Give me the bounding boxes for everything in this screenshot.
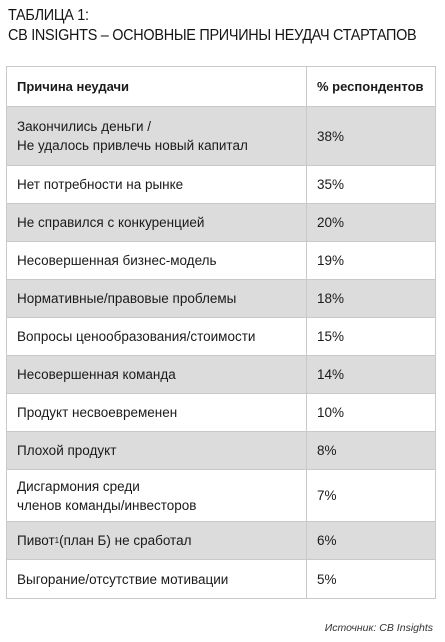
reason-cell: Нормативные/правовые проблемы (7, 280, 307, 317)
header-reason: Причина неудачи (7, 67, 307, 106)
reason-cell: Вопросы ценообразования/стоимости (7, 318, 307, 355)
table-header-row: Причина неудачи % респондентов (7, 67, 435, 107)
table-row: Выгорание/отсутствие мотивации 5% (7, 560, 435, 598)
table-row: Нет потребности на рынке 35% (7, 166, 435, 204)
table-title-line1: ТАБЛИЦА 1: (8, 7, 89, 24)
reason-cell: Не справился с конкуренцией (7, 204, 307, 241)
table-row: Дисгармония среди членов команды/инвесто… (7, 470, 435, 522)
table-row: Продукт несвоевременен 10% (7, 394, 435, 432)
percent-cell: 5% (317, 571, 337, 587)
table-title-line2: CB INSIGHTS – ОСНОВНЫЕ ПРИЧИНЫ НЕУДАЧ СТ… (8, 27, 417, 44)
percent-cell: 35% (317, 177, 345, 192)
percent-cell: 20% (317, 215, 345, 230)
reason-text-post: (план Б) не сработал (59, 533, 192, 548)
reason-cell: Закончились деньги / Не удалось привлечь… (7, 107, 307, 165)
table-row: Несовершенная бизнес-модель 19% (7, 242, 435, 280)
reason-cell: Дисгармония среди членов команды/инвесто… (7, 470, 307, 521)
reason-text-pre: Пивот (17, 533, 55, 548)
reason-cell: Выгорание/отсутствие мотивации (7, 560, 307, 598)
source-note: Источник: CB Insights (324, 622, 433, 634)
percent-cell: 8% (317, 443, 337, 458)
percent-cell: 19% (317, 253, 345, 268)
table-row: Закончились деньги / Не удалось привлечь… (7, 107, 435, 166)
percent-cell: 14% (317, 367, 345, 382)
percent-cell: 7% (317, 488, 337, 503)
reason-cell: Несовершенная команда (7, 356, 307, 393)
percent-cell: 10% (317, 405, 345, 420)
failure-reasons-table: Причина неудачи % респондентов Закончили… (6, 66, 436, 599)
percent-cell: 15% (317, 329, 345, 344)
percent-cell: 38% (317, 128, 345, 144)
table-row: Не справился с конкуренцией 20% (7, 204, 435, 242)
reason-cell: Продукт несвоевременен (7, 394, 307, 431)
reason-cell: Несовершенная бизнес-модель (7, 242, 307, 279)
table-row: Нормативные/правовые проблемы 18% (7, 280, 435, 318)
table-row: Вопросы ценообразования/стоимости 15% (7, 318, 435, 356)
table-title: ТАБЛИЦА 1: CB INSIGHTS – ОСНОВНЫЕ ПРИЧИН… (8, 6, 417, 46)
table-row: Плохой продукт 8% (7, 432, 435, 470)
reason-cell: Пивот 1 (план Б) не сработал (7, 522, 307, 559)
table-row: Пивот 1 (план Б) не сработал 6% (7, 522, 435, 560)
header-percent: % респондентов (317, 79, 424, 94)
percent-cell: 6% (317, 533, 337, 548)
percent-cell: 18% (317, 291, 345, 306)
table-row: Несовершенная команда 14% (7, 356, 435, 394)
reason-cell: Плохой продукт (7, 432, 307, 469)
reason-cell: Нет потребности на рынке (7, 166, 307, 203)
